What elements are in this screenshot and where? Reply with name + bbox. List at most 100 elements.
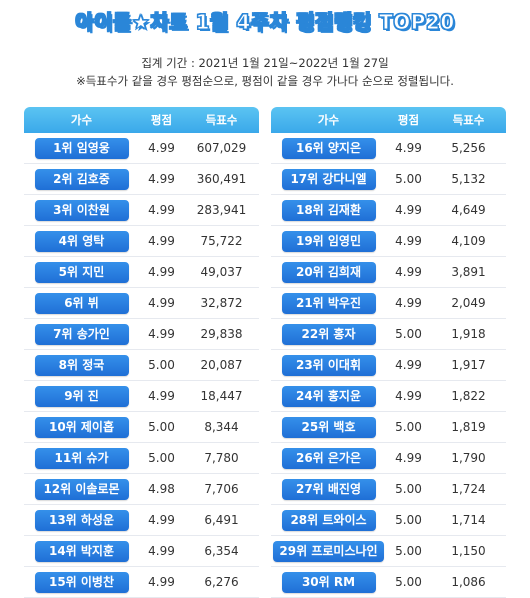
score-cell: 5.00 [395,482,422,496]
singer-name-badge: 14위 박지훈 [34,540,129,562]
singer-name-badge: 4위 영탁 [34,230,129,252]
score-cell: 4.99 [148,544,175,558]
score-cell: 5.00 [148,358,175,372]
singer-name-badge: 3위 이찬원 [34,199,129,221]
votes-cell: 4,649 [451,203,486,217]
table-row: 3위 이찬원 4.99 283,941 [24,195,259,226]
table-body: 1위 임영웅 4.99 607,029 2위 김호중 4.99 360,491 3위 이찬원… [24,133,259,598]
table-header: 가수 평점 득표수 [24,107,259,133]
score-cell: 4.99 [395,389,422,403]
singer-name-badge: 27위 배진영 [281,478,376,500]
singer-cell: 22위 홍자 [271,323,386,345]
singer-cell: 16위 양지은 [271,137,386,159]
singer-name-badge: 28위 트와이스 [281,509,376,531]
header-votes: 득표수 [452,113,485,127]
score-cell: 5.00 [148,451,175,465]
table-body: 16위 양지은 4.99 5,256 17위 강다니엘 5.00 5,132 18위 김재환… [271,133,506,598]
score-cell: 5.00 [395,575,422,589]
table-row: 20위 김희재 4.99 3,891 [271,257,506,288]
singer-cell: 7위 송가인 [24,323,139,345]
votes-cell: 2,049 [451,296,486,310]
singer-cell: 20위 김희재 [271,261,386,283]
table-row: 15위 이병찬 4.99 6,276 [24,567,259,598]
singer-cell: 27위 배진영 [271,478,386,500]
votes-cell: 283,941 [196,203,247,217]
singer-name-badge: 11위 슈가 [34,447,129,469]
votes-cell: 7,780 [204,451,239,465]
singer-cell: 19위 임영민 [271,230,386,252]
score-cell: 4.99 [148,265,175,279]
score-cell: 4.99 [148,234,175,248]
singer-name-badge: 22위 홍자 [281,323,376,345]
votes-cell: 75,722 [200,234,243,248]
votes-cell: 18,447 [200,389,243,403]
singer-name-badge: 19위 임영민 [281,230,376,252]
ranking-table-left: 가수 평점 득표수 1위 임영웅 4.99 607,029 2위 김호중 4.99 360… [24,107,259,598]
score-cell: 4.99 [395,234,422,248]
table-row: 14위 박지훈 4.99 6,354 [24,536,259,567]
singer-name-badge: 9위 진 [34,385,129,407]
votes-cell: 5,132 [451,172,486,186]
table-row: 29위 프로미스나인 5.00 1,150 [271,536,506,567]
table-row: 17위 강다니엘 5.00 5,132 [271,164,506,195]
header-votes: 득표수 [205,113,238,127]
singer-name-badge: 29위 프로미스나인 [273,540,384,562]
table-row: 22위 홍자 5.00 1,918 [271,319,506,350]
score-cell: 5.00 [395,513,422,527]
table-row: 23위 이대휘 4.99 1,917 [271,350,506,381]
singer-cell: 1위 임영웅 [24,137,139,159]
header-score: 평점 [150,113,173,127]
table-row: 13위 하성운 4.99 6,491 [24,505,259,536]
singer-name-badge: 26위 은가은 [281,447,376,469]
table-row: 18위 김재환 4.99 4,649 [271,195,506,226]
score-cell: 4.99 [148,575,175,589]
table-row: 21위 박우진 4.99 2,049 [271,288,506,319]
votes-cell: 6,276 [204,575,239,589]
table-row: 25위 백호 5.00 1,819 [271,412,506,443]
votes-cell: 1,819 [451,420,486,434]
singer-cell: 21위 박우진 [271,292,386,314]
singer-cell: 10위 제이홉 [24,416,139,438]
votes-cell: 32,872 [200,296,243,310]
votes-cell: 1,086 [451,575,486,589]
score-cell: 4.99 [148,172,175,186]
singer-cell: 24위 홍지윤 [271,385,386,407]
title-banner: 아이돌★차트 1월 4주차 평점랭킹 TOP20 [0,0,530,40]
table-row: 27위 배진영 5.00 1,724 [271,474,506,505]
singer-name-badge: 25위 백호 [281,416,376,438]
singer-cell: 18위 김재환 [271,199,386,221]
table-row: 26위 은가은 4.99 1,790 [271,443,506,474]
table-row: 16위 양지은 4.99 5,256 [271,133,506,164]
table-row: 6위 뷔 4.99 32,872 [24,288,259,319]
score-cell: 4.99 [148,203,175,217]
singer-cell: 12위 이솔로몬 [24,478,139,500]
singer-name-badge: 20위 김희재 [281,261,376,283]
singer-name-badge: 7위 송가인 [34,323,129,345]
table-row: 1위 임영웅 4.99 607,029 [24,133,259,164]
votes-cell: 1,918 [451,327,486,341]
singer-cell: 11위 슈가 [24,447,139,469]
score-cell: 4.99 [395,451,422,465]
votes-cell: 607,029 [196,141,247,155]
votes-cell: 6,354 [204,544,239,558]
ranking-table-right: 가수 평점 득표수 16위 양지은 4.99 5,256 17위 강다니엘 5.00 5,… [271,107,506,598]
score-cell: 4.99 [395,358,422,372]
singer-cell: 23위 이대휘 [271,354,386,376]
votes-cell: 1,724 [451,482,486,496]
votes-cell: 1,150 [451,544,486,558]
singer-cell: 9위 진 [24,385,139,407]
score-cell: 4.99 [148,141,175,155]
singer-cell: 25위 백호 [271,416,386,438]
singer-cell: 4위 영탁 [24,230,139,252]
table-row: 19위 임영민 4.99 4,109 [271,226,506,257]
singer-name-badge: 2위 김호중 [34,168,129,190]
singer-name-badge: 23위 이대휘 [281,354,376,376]
votes-cell: 4,109 [451,234,486,248]
singer-name-badge: 18위 김재환 [281,199,376,221]
votes-cell: 8,344 [204,420,239,434]
singer-name-badge: 8위 정국 [34,354,129,376]
singer-cell: 2위 김호중 [24,168,139,190]
singer-cell: 8위 정국 [24,354,139,376]
score-cell: 4.99 [148,327,175,341]
score-cell: 5.00 [395,172,422,186]
